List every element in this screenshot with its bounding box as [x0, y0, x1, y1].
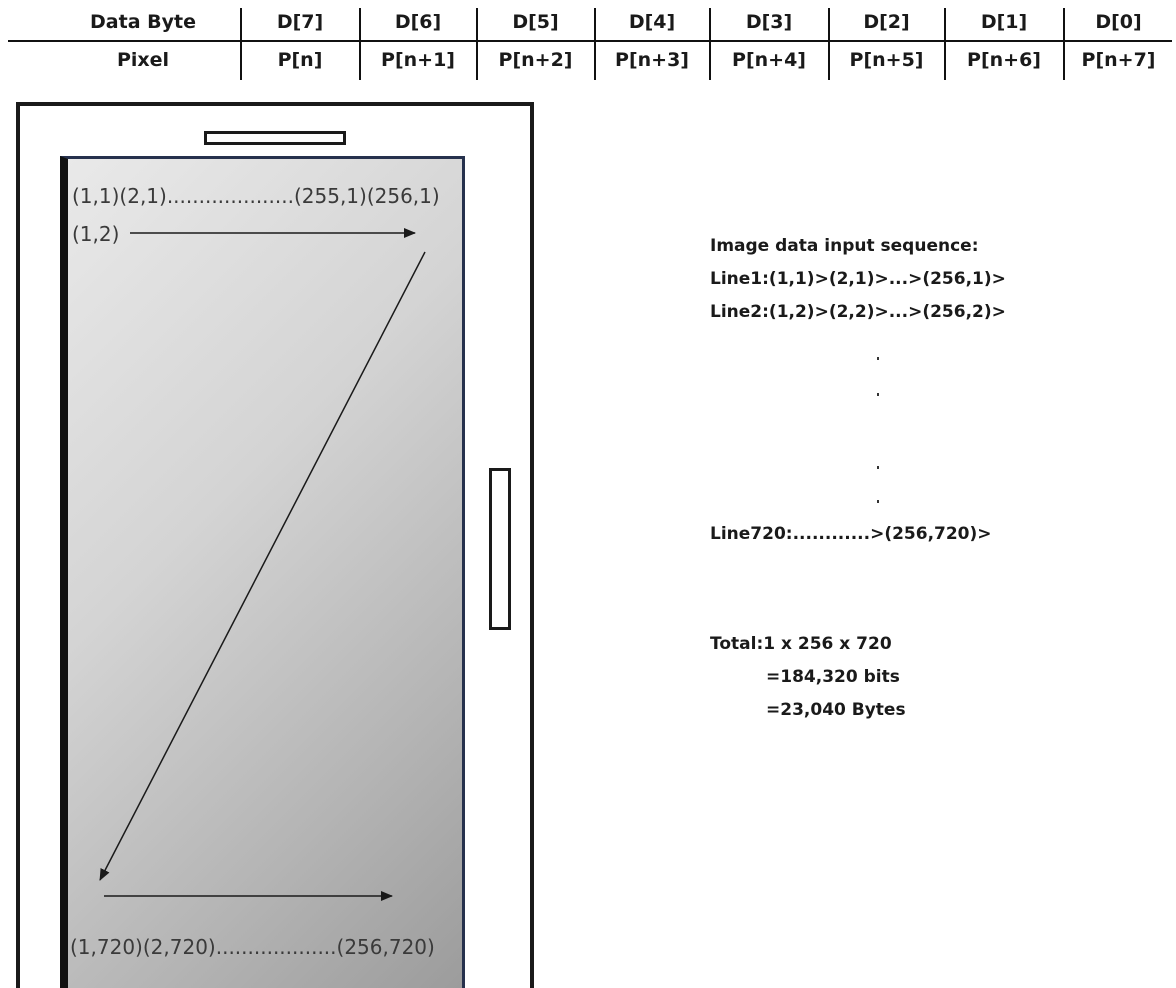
sequence-line-2: Line2:(1,2)>(2,2)>...>(256,2)>	[710, 302, 1006, 322]
bit-cell: D[0]	[1095, 11, 1142, 33]
top-connector-slot	[204, 131, 346, 145]
ellipsis-dot	[877, 500, 879, 503]
table-column-divider	[709, 8, 711, 80]
bit-cell: D[4]	[628, 11, 676, 33]
table-column-divider	[828, 8, 830, 80]
pixel-cell: P[n+5]	[849, 49, 924, 71]
ellipsis-dot	[877, 393, 879, 396]
total-line-2: =184,320 bits	[766, 667, 900, 687]
bit-cell: D[7]	[276, 11, 324, 33]
pixel-label: Pixel	[116, 49, 170, 71]
sequence-last-line: Line720:............>(256,720)>	[710, 524, 992, 544]
display-area	[60, 156, 465, 988]
top-row-coordinates: (1,1)(2,1)....................(255,1)(25…	[72, 184, 440, 208]
table-column-divider	[944, 8, 946, 80]
bit-pixel-table: Data Byte D[7] D[6] D[5] D[4] D[3] D[2] …	[8, 0, 1172, 80]
bit-cell: D[3]	[745, 11, 793, 33]
pixel-cell: P[n+1]	[381, 49, 455, 71]
bottom-row-coordinates: (1,720)(2,720)...................(256,72…	[70, 935, 435, 959]
bit-cell: D[5]	[512, 11, 559, 33]
data-byte-label: Data Byte	[90, 11, 196, 33]
table-column-divider	[476, 8, 478, 80]
table-column-divider	[594, 8, 596, 80]
ellipsis-dot	[877, 357, 879, 360]
bit-cell: D[1]	[980, 11, 1028, 33]
sequence-title: Image data input sequence:	[710, 236, 979, 256]
table-column-divider	[1063, 8, 1065, 80]
pixel-cell: P[n+2]	[498, 49, 573, 71]
pixel-cell: P[n+4]	[732, 49, 806, 71]
pixel-cell: P[n+3]	[615, 49, 689, 71]
bit-cell: D[6]	[394, 11, 442, 33]
table-column-divider	[240, 8, 242, 80]
side-connector-slot	[489, 468, 511, 630]
ellipsis-dot	[877, 466, 879, 469]
table-column-divider	[359, 8, 361, 80]
pixel-cell: P[n+7]	[1081, 49, 1156, 71]
pixel-cell: P[n]	[277, 49, 323, 71]
second-row-start-label: (1,2)	[72, 222, 120, 246]
pixel-cell: P[n+6]	[967, 49, 1041, 71]
total-line-1: Total:1 x 256 x 720	[710, 634, 892, 654]
table-divider	[8, 40, 1172, 42]
bit-cell: D[2]	[863, 11, 910, 33]
sequence-line-1: Line1:(1,1)>(2,1)>...>(256,1)>	[710, 269, 1006, 289]
total-line-3: =23,040 Bytes	[766, 700, 906, 720]
